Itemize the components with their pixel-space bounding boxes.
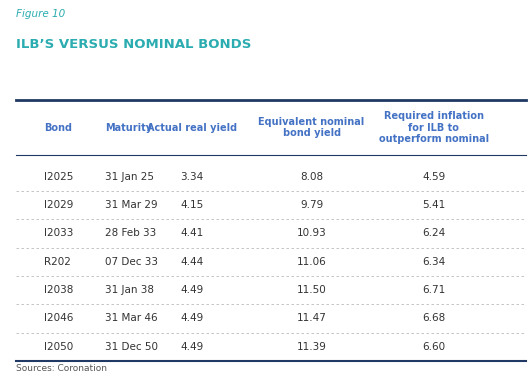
Text: 4.49: 4.49	[180, 313, 203, 324]
Text: 4.49: 4.49	[180, 285, 203, 295]
Text: 6.60: 6.60	[422, 342, 446, 352]
Text: 28 Feb 33: 28 Feb 33	[105, 228, 157, 239]
Text: 31 Mar 46: 31 Mar 46	[105, 313, 158, 324]
Text: Actual real yield: Actual real yield	[147, 122, 237, 133]
Text: I2050: I2050	[44, 342, 73, 352]
Text: 4.41: 4.41	[180, 228, 203, 239]
Text: R202: R202	[44, 257, 71, 267]
Text: I2033: I2033	[44, 228, 73, 239]
Text: I2046: I2046	[44, 313, 73, 324]
Text: 3.34: 3.34	[180, 172, 203, 182]
Text: 11.47: 11.47	[297, 313, 327, 324]
Text: Required inflation
for ILB to
outperform nominal: Required inflation for ILB to outperform…	[379, 111, 489, 144]
Text: I2038: I2038	[44, 285, 73, 295]
Text: 4.59: 4.59	[422, 172, 446, 182]
Text: I2029: I2029	[44, 200, 73, 210]
Text: 8.08: 8.08	[300, 172, 323, 182]
Text: I2025: I2025	[44, 172, 73, 182]
Text: 4.15: 4.15	[180, 200, 203, 210]
Text: 4.44: 4.44	[180, 257, 203, 267]
Text: 31 Mar 29: 31 Mar 29	[105, 200, 158, 210]
Text: 6.34: 6.34	[422, 257, 446, 267]
Text: Bond: Bond	[44, 122, 72, 133]
Text: 11.39: 11.39	[297, 342, 327, 352]
Text: 5.41: 5.41	[422, 200, 446, 210]
Text: Figure 10: Figure 10	[16, 9, 65, 19]
Text: 31 Jan 25: 31 Jan 25	[105, 172, 154, 182]
Text: 31 Jan 38: 31 Jan 38	[105, 285, 154, 295]
Text: Sources: Coronation: Sources: Coronation	[16, 364, 107, 373]
Text: 6.71: 6.71	[422, 285, 446, 295]
Text: Equivalent nominal
bond yield: Equivalent nominal bond yield	[259, 117, 365, 138]
Text: 6.68: 6.68	[422, 313, 446, 324]
Text: 4.49: 4.49	[180, 342, 203, 352]
Text: 31 Dec 50: 31 Dec 50	[105, 342, 158, 352]
Text: 10.93: 10.93	[297, 228, 327, 239]
Text: Maturity: Maturity	[105, 122, 152, 133]
Text: 11.06: 11.06	[297, 257, 327, 267]
Text: 6.24: 6.24	[422, 228, 446, 239]
Text: 11.50: 11.50	[297, 285, 327, 295]
Text: 9.79: 9.79	[300, 200, 323, 210]
Text: ILB’S VERSUS NOMINAL BONDS: ILB’S VERSUS NOMINAL BONDS	[16, 38, 251, 51]
Text: 07 Dec 33: 07 Dec 33	[105, 257, 158, 267]
